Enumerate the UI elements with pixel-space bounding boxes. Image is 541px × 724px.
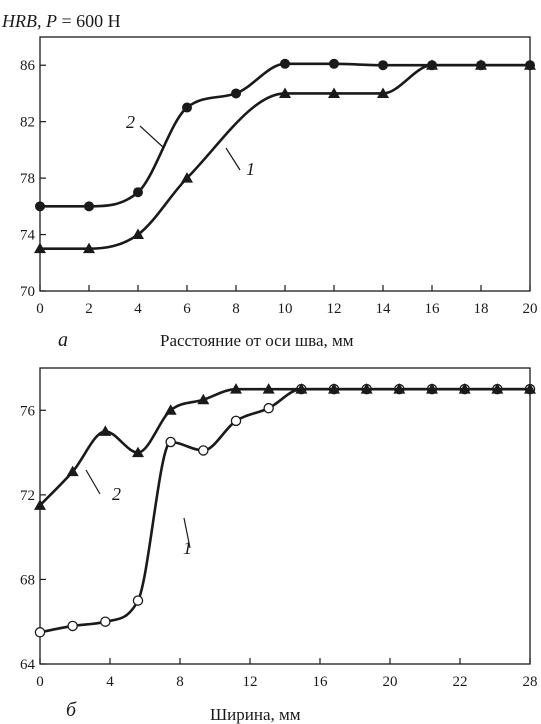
panel-b-xtick-label: 8 xyxy=(176,674,184,690)
panel-b-ytick-label: 68 xyxy=(20,572,35,588)
panel-a-xtick-label: 12 xyxy=(327,301,342,317)
panel-b-series-2-point xyxy=(458,383,471,394)
panel-b-series-label-2: 2 xyxy=(112,484,121,504)
series-label-leader xyxy=(139,125,165,149)
series-label-leader xyxy=(85,469,101,495)
panel-b-xtick-label: 28 xyxy=(523,674,538,690)
panel-b-ytick-label: 64 xyxy=(20,657,36,673)
panel-b-xtick-label: 16 xyxy=(313,674,329,690)
panel-a-series-2-point xyxy=(476,60,486,71)
panel-a-series-1-point xyxy=(181,172,193,183)
panel-a-series-2-point xyxy=(427,60,437,71)
panel-a-ylabel: HRB, P = 600 Н xyxy=(1,11,121,31)
panel-a-series-2-line xyxy=(40,62,530,208)
panel-b-series-2-point xyxy=(491,383,504,394)
panel-b-series-1-point xyxy=(263,402,274,414)
panel-a-xlabel: Расстояние от оси шва, мм xyxy=(160,331,354,350)
panel-b-series-2-point xyxy=(34,499,46,510)
panel-a-series-2-point xyxy=(84,201,94,212)
panel-a-xtick-label: 14 xyxy=(376,301,392,317)
panel-a-series-1-point xyxy=(132,228,144,240)
panel-a-xtick-label: 10 xyxy=(278,301,293,317)
panel-b-series-2-point xyxy=(393,383,406,394)
panel-b-frame xyxy=(39,367,531,665)
panel-a-series-2-point xyxy=(35,201,45,212)
panel-b: 64 68 72 76 0 4 8 12 16 20 22 28 б Ширина, мм 2 1 xyxy=(20,367,538,724)
panel-a-xtick-label: 2 xyxy=(85,301,93,317)
panel-b-series-1-point xyxy=(67,620,78,632)
series-label-leader xyxy=(225,147,241,171)
panel-b-xtick-label: 12 xyxy=(243,674,258,690)
panel-a-xtick-label: 6 xyxy=(183,301,191,317)
panel-a-xtick-label: 20 xyxy=(523,301,538,317)
panel-b-ytick-label: 72 xyxy=(20,488,35,504)
panel-b-series-2-point xyxy=(524,383,536,394)
panel-a-series-2-point xyxy=(133,187,143,198)
panel-a-series-2-point xyxy=(525,60,535,71)
panel-a-series-2-point xyxy=(182,102,192,113)
panel-b-xtick-label: 22 xyxy=(453,674,468,690)
panel-a-ytick-label: 78 xyxy=(20,171,35,187)
panel-a-series-1-point xyxy=(34,242,46,254)
panel-a-xtick-label: 18 xyxy=(474,301,489,317)
panel-b-label: б xyxy=(66,699,77,721)
panel-b-xlabel: Ширина, мм xyxy=(210,705,301,724)
panel-b-series-2-point xyxy=(66,465,79,477)
panel-a-ytick-label: 86 xyxy=(20,58,36,74)
panel-b-series-1-point xyxy=(132,595,144,606)
panel-b-series-2-point xyxy=(132,446,144,458)
panel-b-xtick-label: 4 xyxy=(106,674,114,690)
panel-a-series-2-point xyxy=(329,58,339,69)
panel-b-series-1-point xyxy=(198,445,209,456)
panel-b-series-2-point xyxy=(164,404,177,415)
panel-b-series-1-line xyxy=(39,387,530,634)
panel-b-series-2-point xyxy=(295,383,308,394)
panel-b-series-label-1: 1 xyxy=(183,538,192,558)
panel-a-xtick-label: 0 xyxy=(36,301,44,317)
panel-b-series-2-point xyxy=(197,393,210,405)
panel-a-series-2-point xyxy=(280,58,290,69)
panel-a-series-1-point xyxy=(83,242,95,254)
panel-b-series-1-point xyxy=(165,436,176,448)
panel-b-series-2-point xyxy=(426,383,438,394)
panel-a-series-label-2: 2 xyxy=(126,112,135,132)
panel-a-series-1-point xyxy=(279,87,291,98)
panel-a-ytick-label: 82 xyxy=(20,115,35,131)
panel-a-frame xyxy=(39,36,531,292)
panel-b-ytick-label: 76 xyxy=(20,403,36,419)
panel-b-series-2-point xyxy=(230,383,242,394)
panel-a-series-2-point xyxy=(231,88,241,99)
panel-a-series-label-1: 1 xyxy=(246,159,255,179)
panel-b-series-1-point xyxy=(34,627,46,638)
panel-a-ytick-label: 70 xyxy=(20,284,35,300)
series-label-leader xyxy=(183,517,191,549)
panel-b-series-1-point xyxy=(100,616,111,627)
panel-a-series-2-point xyxy=(378,60,388,71)
panel-a-xtick-label: 8 xyxy=(232,301,240,317)
panel-a-series-1-point xyxy=(328,87,340,98)
panel-a-xtick-label: 4 xyxy=(134,301,142,317)
panel-b-series-2-point xyxy=(262,383,275,394)
panel-a-ytick-label: 74 xyxy=(20,228,36,244)
panel-b-series-2-line xyxy=(39,387,530,507)
panel-b-series-2-point xyxy=(360,383,373,394)
panel-b-xtick-label: 0 xyxy=(36,674,44,690)
panel-b-xtick-label: 20 xyxy=(383,674,398,690)
panel-a-label: а xyxy=(58,329,68,351)
panel-b-series-2-point xyxy=(328,383,340,394)
panel-a-series-1-point xyxy=(377,87,389,98)
panel-b-series-1-point xyxy=(230,415,242,427)
panel-a-xtick-label: 16 xyxy=(425,301,441,317)
panel-b-series-2-point xyxy=(99,425,112,436)
